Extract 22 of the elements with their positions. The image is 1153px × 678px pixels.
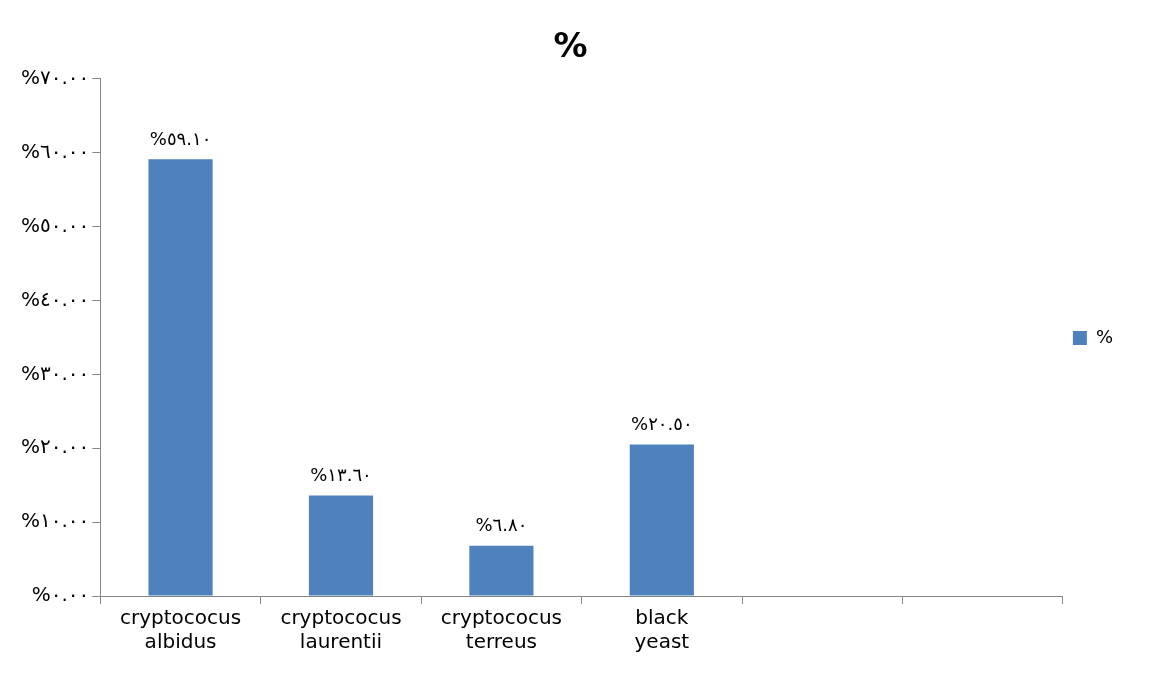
bar <box>308 495 374 596</box>
bar <box>629 444 694 596</box>
y-tick-label: %٦٠.٠٠ <box>20 138 90 163</box>
data-label: %١٣.٦٠ <box>310 464 372 486</box>
data-label: %٢٠.٥٠ <box>631 413 693 435</box>
chart-title: % <box>553 25 588 66</box>
y-tick-label: %٤٠.٠٠ <box>20 286 90 311</box>
x-tick-label: cryptococus laurentii <box>280 605 402 654</box>
data-label: %٦.٨٠ <box>475 514 528 536</box>
y-tick-label: %٣٠.٠٠ <box>20 360 90 385</box>
bar <box>148 159 213 596</box>
data-label: %٥٩.١٠ <box>149 128 212 150</box>
y-tick-label: %٧٠.٠٠ <box>20 65 90 89</box>
y-tick-label: %١٠.٠٠ <box>20 508 90 533</box>
x-tick-label: black yeast <box>634 605 690 654</box>
legend-label: % <box>1095 325 1114 347</box>
x-tick-label: cryptococus terreus <box>440 605 562 654</box>
y-tick-label: %٥٠.٠٠ <box>20 212 90 237</box>
y-tick-label: %٢٠.٠٠ <box>20 434 90 459</box>
bar <box>469 545 534 596</box>
y-tick-label: %٠.٠٠ <box>31 582 90 607</box>
x-tick-label: cryptococus albidus <box>119 605 242 654</box>
